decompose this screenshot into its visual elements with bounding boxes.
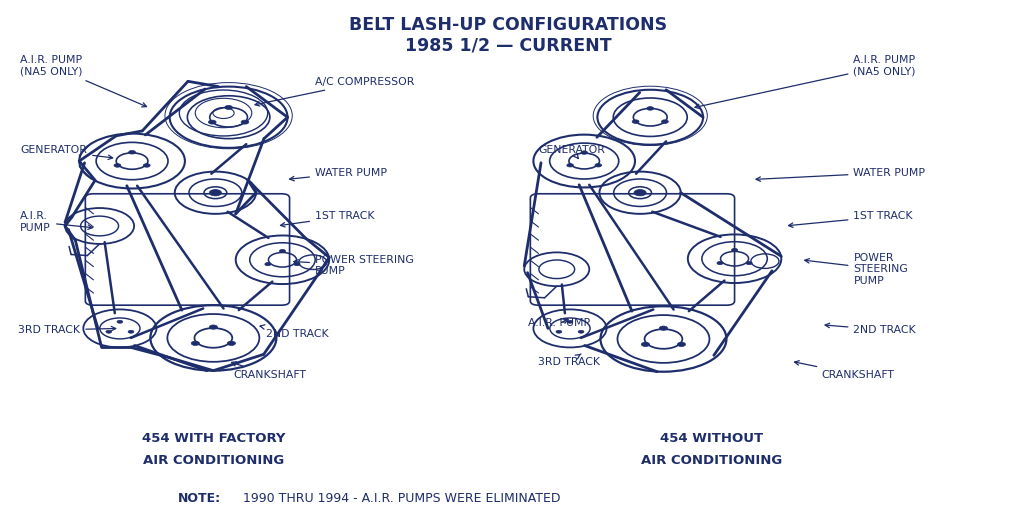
Circle shape [209,190,221,196]
Circle shape [265,262,271,266]
Circle shape [578,330,584,333]
Text: 3RD TRACK: 3RD TRACK [538,354,600,366]
Circle shape [114,164,121,167]
Text: 1990 THRU 1994 - A.I.R. PUMPS WERE ELIMINATED: 1990 THRU 1994 - A.I.R. PUMPS WERE ELIMI… [239,493,560,505]
Circle shape [659,326,668,331]
Text: 454 WITH FACTORY: 454 WITH FACTORY [141,432,285,445]
Circle shape [208,120,216,124]
Text: AIR CONDITIONING: AIR CONDITIONING [640,454,782,467]
Circle shape [641,342,649,346]
Text: CRANKSHAFT: CRANKSHAFT [795,361,894,380]
Circle shape [143,164,150,167]
Circle shape [595,164,601,167]
FancyBboxPatch shape [85,194,290,305]
Text: 2ND TRACK: 2ND TRACK [260,325,329,338]
Text: GENERATOR: GENERATOR [538,146,606,158]
Circle shape [241,120,249,124]
Circle shape [225,106,233,109]
Circle shape [678,342,686,346]
Circle shape [279,249,285,252]
Circle shape [106,330,112,333]
Circle shape [294,262,300,266]
Circle shape [556,330,562,333]
Circle shape [746,261,752,265]
Text: GENERATOR: GENERATOR [20,146,113,159]
Circle shape [632,120,639,124]
Text: A.I.R.
PUMP: A.I.R. PUMP [20,211,92,232]
Text: WATER PUMP: WATER PUMP [756,168,926,181]
Circle shape [581,151,587,154]
Circle shape [567,320,573,323]
Text: CRANKSHAFT: CRANKSHAFT [232,362,307,380]
Text: 454 WITHOUT: 454 WITHOUT [659,432,763,445]
Text: A.I.R. PUMP
(NA5 ONLY): A.I.R. PUMP (NA5 ONLY) [20,55,146,107]
Text: A.I.R. PUMP: A.I.R. PUMP [528,318,590,328]
Text: 1ST TRACK: 1ST TRACK [788,212,913,228]
Circle shape [128,330,134,333]
Text: 2ND TRACK: 2ND TRACK [825,323,916,335]
Text: 3RD TRACK: 3RD TRACK [18,325,116,335]
Circle shape [117,320,123,323]
Circle shape [209,325,217,329]
Text: NOTE:: NOTE: [178,493,220,505]
Text: A.I.R. PUMP
(NA5 ONLY): A.I.R. PUMP (NA5 ONLY) [695,55,916,109]
Text: 1985 1/2 — CURRENT: 1985 1/2 — CURRENT [404,37,612,55]
Text: 1ST TRACK: 1ST TRACK [280,212,375,227]
Circle shape [717,261,723,265]
Circle shape [191,341,199,345]
Circle shape [228,341,236,345]
Circle shape [661,120,669,124]
FancyBboxPatch shape [530,194,735,305]
Circle shape [129,150,135,154]
Circle shape [732,248,738,251]
Text: WATER PUMP: WATER PUMP [290,168,387,181]
Text: POWER STEERING
PUMP: POWER STEERING PUMP [294,255,414,276]
Text: BELT LASH-UP CONFIGURATIONS: BELT LASH-UP CONFIGURATIONS [348,16,668,34]
Circle shape [647,107,653,110]
Text: A/C COMPRESSOR: A/C COMPRESSOR [255,77,415,106]
Text: POWER
STEERING
PUMP: POWER STEERING PUMP [805,253,908,286]
Circle shape [634,190,646,196]
Text: AIR CONDITIONING: AIR CONDITIONING [142,454,284,467]
Circle shape [567,164,573,167]
